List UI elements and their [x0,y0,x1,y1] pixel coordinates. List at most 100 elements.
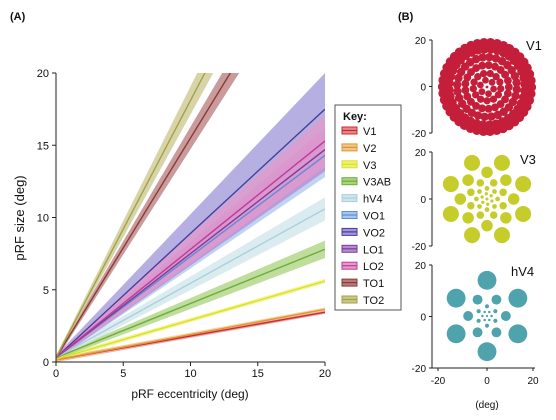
rf-dot [477,342,497,362]
rf-dot [491,103,499,112]
rf-dot [485,314,489,318]
rf-dot [467,188,475,197]
rf-dot [477,81,484,89]
rf-dot [487,112,496,121]
rf-dot [476,318,481,323]
x-tick-label: 15 [252,368,264,380]
rf-dot [478,104,487,113]
band-vo2 [56,73,325,360]
tick-labels: 0 5 10 15 20 0 5 10 15 20 [37,68,331,380]
x-tick-label: 20 [319,368,331,380]
rf-dot [464,227,481,244]
line-hv4 [56,208,325,359]
legend-label: VO2 [363,227,385,239]
rf-dot [515,176,532,193]
y-tick-label: 5 [43,285,49,297]
rf-dot [484,61,493,70]
line-v3 [56,280,325,360]
rf-dot [482,76,489,84]
rf-dot [484,192,488,196]
line-v2 [56,308,325,361]
legend-label: hV4 [363,194,383,206]
legend-item-vo2: VO2 [341,227,385,239]
rf-dot [504,83,513,91]
legend-label: TO1 [363,278,384,290]
rf-dot [512,78,521,87]
rf-dot [489,211,498,219]
v1-map-title: V1 [526,38,542,53]
rf-dot [479,38,489,48]
rf-dot [508,288,528,308]
rf-dot [481,314,484,318]
rf-dot [470,78,478,86]
rf-dot [499,107,508,116]
rf-dot [462,212,474,224]
rf-dot [446,288,466,308]
rf-dot [478,53,487,62]
rf-dot [483,97,491,105]
rf-dot [477,270,497,290]
rf-dot [471,54,481,64]
rf-dot [490,199,494,203]
rf-dot [485,197,489,201]
rf-dot [476,211,485,219]
rf-dot [469,85,477,93]
rf-dot [496,78,504,86]
line-lo1 [56,149,325,359]
rf-dot [500,311,511,321]
rf-dot [476,95,485,103]
map-y-tick-label: 20 [415,36,427,47]
rf-dot [484,104,493,113]
legend-label: VO1 [363,211,385,223]
legend-item-v3ab: V3AB [341,177,391,189]
legend-label: LO1 [363,244,384,256]
rf-dot [499,188,507,197]
rf-dot [488,310,491,314]
legend-item-vo1: VO1 [341,211,385,223]
rf-dot [510,71,520,81]
confidence-bands [56,73,325,362]
legend-item-v3: V3 [341,160,376,172]
rf-dot [489,95,498,103]
rf-dot [515,205,532,222]
rf-dot [483,310,486,314]
rf-dot [499,201,507,210]
rf-dot [501,70,510,79]
line-vo2 [56,108,325,359]
rf-dot [493,309,498,314]
rf-dot [452,80,462,89]
rf-dot [481,219,493,232]
y-axis-label: pRF size (deg) [12,175,27,260]
legend-item-hv4: hV4 [341,194,383,206]
line-v3ab [56,248,325,359]
legend-label: V2 [363,143,376,155]
rf-dot [476,309,481,314]
receptive-field-panels: V1 20 0 -20 V3 20 0 -20 hV4 20 0 -20 -20 0 20 (de… [412,36,542,411]
series-lines [56,73,325,361]
legend-label: TO2 [363,295,384,307]
line-to1 [56,73,232,359]
legend-box [334,104,402,311]
rf-dot [476,179,485,187]
rf-dot [488,318,491,322]
chart-axes [52,72,326,366]
rf-dot [461,86,470,95]
rf-dot [507,193,520,205]
panel-b-label: (B) [398,11,414,23]
rf-dot [490,314,493,318]
band-hv4 [56,197,325,360]
band-lo2 [56,114,325,360]
rf-dot [492,72,500,81]
map-y-tick-label: -20 [412,364,427,375]
legend-title: Key: [343,111,367,123]
panel-a-label: (A) [10,11,26,23]
rf-dot [488,78,496,86]
rf-dot [479,69,488,78]
rf-dot [472,91,480,99]
rf-dot [484,207,490,212]
v3-rf-map: V3 20 0 -20 [412,148,536,253]
rf-dot [442,205,459,222]
rf-dot [486,69,494,78]
rf-dot [453,87,462,96]
